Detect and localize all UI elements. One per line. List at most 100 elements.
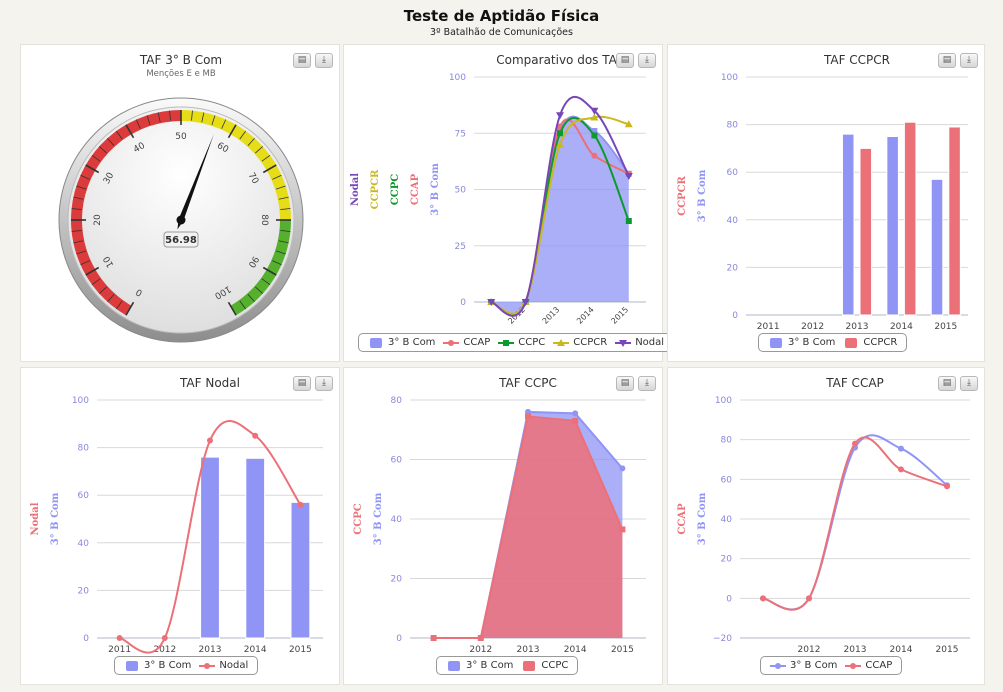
legend-item-nodal[interactable]: Nodal	[199, 660, 248, 671]
download-icon: ⤓	[322, 378, 326, 388]
y-axis-title: CCPCR	[677, 175, 688, 215]
y-tick-label: 40	[727, 216, 739, 226]
gauge-minor-tick	[239, 130, 246, 140]
print-button[interactable]: ▤	[293, 53, 311, 68]
x-tick-label: 2015	[611, 645, 634, 655]
gauge-minor-tick	[80, 174, 90, 180]
gauge-minor-tick	[239, 300, 246, 310]
nodal-chart: TAF Nodal Nodal 3° B Com 0 20 40 60 80 100 2011 20…	[30, 376, 323, 655]
gauge-minor-tick	[91, 155, 101, 162]
gauge-minor-tick	[98, 286, 107, 294]
x-tick-label: 2015	[609, 305, 630, 326]
printer-icon: ▤	[297, 55, 307, 65]
series-line	[762, 434, 948, 611]
gauge-band	[181, 110, 291, 220]
data-point	[521, 299, 530, 306]
x-tick-label: 2011	[757, 322, 780, 332]
legend-item-3bcom[interactable]: 3° B Com	[768, 337, 835, 348]
data-point	[590, 107, 599, 115]
x-tick-label: 2012	[798, 645, 821, 655]
legend-item-ccpcr[interactable]: CCPCR	[843, 337, 897, 348]
gauge-major-tick	[85, 164, 100, 174]
comparativo-chart: Comparativo dos TAF Nodal CCPCR CCPC CCAP 3° …	[350, 53, 646, 326]
gauge-minor-tick	[221, 119, 227, 129]
printer-icon: ▤	[942, 55, 952, 65]
y-axis-title: CCPC	[353, 503, 364, 534]
x-tick-label: 2013	[846, 322, 869, 332]
gauge-minor-tick	[98, 146, 107, 154]
series-line	[490, 95, 630, 317]
legend-item-ccpc[interactable]: CCPC	[521, 660, 568, 671]
y-tick-label: 80	[727, 121, 739, 131]
export-button[interactable]: ⤓	[638, 53, 656, 68]
y-tick-label: 80	[721, 436, 733, 446]
y-axis-title: 3° B Com	[373, 492, 384, 545]
x-tick-label: 2012	[469, 645, 492, 655]
page-title: Teste de Aptidão Física	[403, 7, 600, 25]
gauge-minor-tick	[116, 300, 123, 310]
gauge-minor-tick	[275, 250, 286, 255]
download-icon: ⤓	[967, 378, 971, 388]
gauge-pivot	[176, 215, 186, 225]
data-point	[161, 635, 168, 641]
gauge-major-tick	[85, 266, 100, 276]
data-point	[852, 440, 858, 447]
print-button[interactable]: ▤	[616, 53, 634, 68]
legend-item-3bcom[interactable]: 3° B Com	[368, 337, 435, 348]
ccpc-panel: TAF CCPC CCPC 3° B Com 0 20 40 60 80 2012 2013 201…	[343, 367, 663, 685]
page-header: Teste de Aptidão Física 3º Batalhão de C…	[0, 0, 1003, 42]
gauge-band	[71, 110, 181, 316]
bar	[290, 501, 311, 639]
legend-item-3bcom[interactable]: 3° B Com	[446, 660, 513, 671]
gauge-minor-tick	[73, 240, 84, 244]
legend-item-ccap[interactable]: CCAP	[845, 660, 892, 671]
y-tick-label: 40	[721, 515, 733, 525]
legend-item-ccap[interactable]: CCAP	[443, 337, 490, 348]
gauge-minor-tick	[169, 110, 171, 121]
legend-item-nodal[interactable]: Nodal	[615, 337, 664, 348]
export-button[interactable]: ⤓	[960, 53, 978, 68]
data-point	[898, 466, 904, 473]
export-button[interactable]: ⤓	[638, 376, 656, 391]
print-button[interactable]: ▤	[616, 376, 634, 391]
bar	[859, 147, 873, 316]
series-line	[490, 115, 630, 315]
print-button[interactable]: ▤	[938, 53, 956, 68]
data-point	[760, 595, 766, 602]
gauge-major-tick	[227, 301, 237, 316]
data-point	[116, 635, 123, 641]
gauge-needle	[177, 134, 214, 230]
nodal-panel: TAF Nodal Nodal 3° B Com 0 20 40 60 80 100 2011 20…	[20, 367, 340, 685]
download-icon: ⤓	[967, 55, 971, 65]
export-button[interactable]: ⤓	[960, 376, 978, 391]
legend-item-ccpcr[interactable]: CCPCR	[553, 337, 607, 348]
export-button[interactable]: ⤓	[315, 376, 333, 391]
y-tick-label: −20	[713, 634, 732, 644]
printer-icon: ▤	[620, 55, 630, 65]
legend-item-3bcom[interactable]: 3° B Com	[124, 660, 191, 671]
y-axis-title: 3° B Com	[697, 492, 708, 545]
gauge-minor-tick	[191, 110, 193, 121]
y-axis-title: 3° B Com	[697, 169, 708, 222]
print-button[interactable]: ▤	[938, 376, 956, 391]
gauge-major-tick	[262, 164, 277, 174]
gauge-minor-tick	[73, 196, 84, 200]
legend-item-ccpc[interactable]: CCPC	[498, 337, 545, 348]
gauge-minor-tick	[80, 260, 90, 266]
chart-legend: 3° B Com CCPC	[436, 656, 579, 675]
bar	[245, 457, 266, 639]
y-tick-label: 75	[455, 129, 466, 139]
chart-legend: 3° B Com Nodal	[114, 656, 259, 675]
data-point	[619, 526, 626, 533]
gauge-major-tick	[227, 124, 237, 139]
gauge-major-tick	[125, 301, 135, 316]
legend-item-3bcom[interactable]: 3° B Com	[770, 660, 837, 671]
x-tick-label: 2013	[199, 645, 222, 655]
print-button[interactable]: ▤	[293, 376, 311, 391]
chart-title: TAF CCPCR	[823, 53, 890, 67]
data-point	[525, 413, 531, 420]
export-button[interactable]: ⤓	[315, 53, 333, 68]
download-icon: ⤓	[322, 55, 326, 65]
bar	[886, 136, 899, 316]
